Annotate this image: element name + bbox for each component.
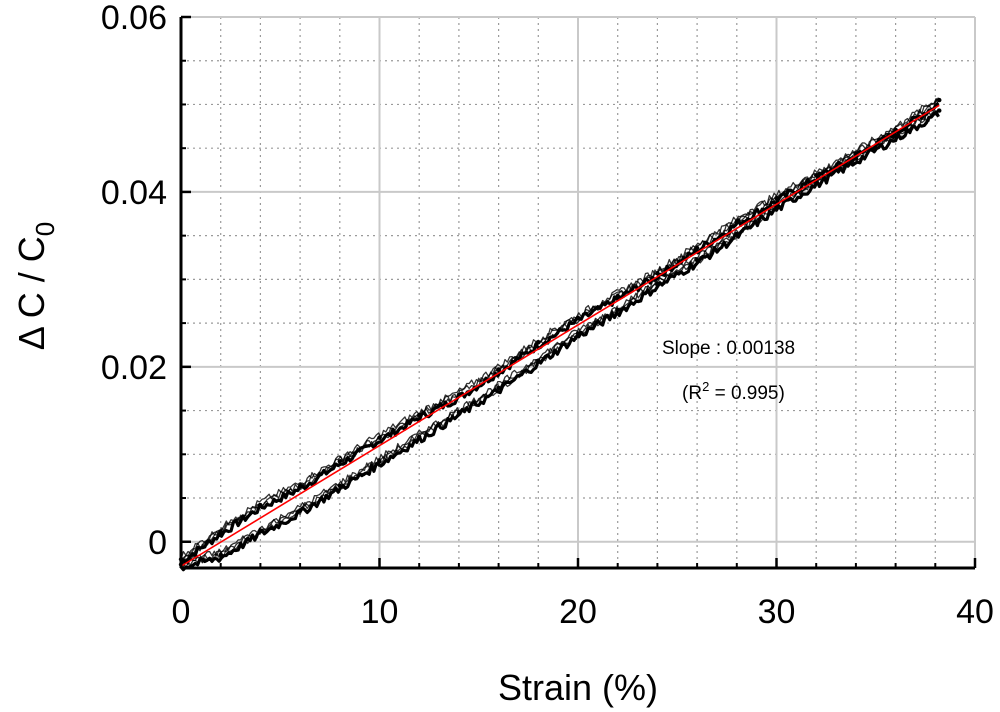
data-point — [536, 358, 541, 363]
major-grid — [181, 16, 976, 568]
data-point — [575, 315, 581, 321]
data-point — [937, 108, 942, 113]
series-strand — [180, 97, 940, 560]
data-point — [814, 173, 819, 178]
r-squared-open: (R — [682, 383, 702, 404]
data-point — [218, 529, 223, 534]
data-point — [337, 459, 342, 464]
y-tick-label: 0.06 — [101, 0, 167, 37]
x-tick-label: 10 — [361, 593, 399, 631]
y-axis-title-subscript: 0 — [30, 222, 60, 236]
x-tick-label: 20 — [559, 593, 597, 631]
r-squared-value: = 0.995) — [709, 383, 785, 404]
data-point — [417, 412, 422, 418]
data-point — [496, 367, 501, 372]
series-strand — [179, 110, 940, 572]
data-point — [456, 410, 462, 415]
x-tick-label: 40 — [956, 593, 994, 631]
data-point — [417, 434, 422, 440]
y-axis-title-main: Δ C / C — [11, 236, 52, 350]
series-layer — [178, 97, 942, 572]
series-strand — [180, 108, 940, 569]
fit-line — [180, 104, 940, 567]
data-point — [377, 459, 382, 464]
x-tick-label: 0 — [172, 593, 191, 631]
y-tick-label: 0 — [148, 524, 167, 562]
data-point — [893, 133, 898, 139]
y-axis-title: Δ C / C0 — [11, 222, 60, 351]
data-point — [496, 385, 501, 391]
data-point — [937, 97, 942, 103]
x-tick-label: 30 — [758, 593, 796, 631]
tick-labels: 0 10 20 30 40 0 0.02 0.04 0.06 — [101, 0, 994, 631]
data-point — [377, 435, 382, 440]
y-tick-label: 0.02 — [101, 349, 167, 387]
data-point — [536, 340, 541, 345]
data-point — [297, 508, 303, 513]
series-linear-fit — [180, 104, 940, 567]
data-point — [258, 502, 263, 508]
data-point — [734, 219, 739, 224]
data-point — [575, 331, 581, 336]
data-point — [615, 307, 620, 313]
axes — [179, 15, 977, 570]
y-tick-label: 0.04 — [101, 174, 167, 212]
x-axis-title: Strain (%) — [498, 667, 658, 708]
r-squared-superscript: 2 — [702, 379, 709, 394]
series-loading — [178, 97, 942, 564]
data-point — [218, 552, 223, 558]
r-squared-annotation: (R2 = 0.995) — [682, 379, 785, 404]
data-point — [258, 529, 263, 534]
data-point — [655, 271, 660, 276]
data-point — [774, 195, 779, 201]
series-unloading — [178, 108, 942, 572]
slope-annotation: Slope : 0.00138 — [662, 338, 795, 359]
data-point — [734, 231, 739, 237]
data-point — [694, 257, 700, 263]
data-point — [694, 245, 700, 251]
data-point — [297, 483, 303, 488]
data-point — [615, 293, 620, 299]
data-point — [655, 281, 660, 286]
data-point — [337, 483, 342, 488]
